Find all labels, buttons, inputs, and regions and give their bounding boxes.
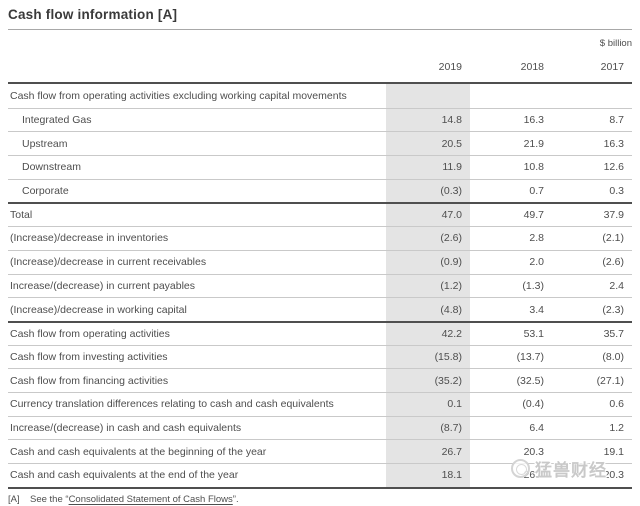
row-value-2019: 47.0 <box>441 209 462 222</box>
footnote: [A] See the “Consolidated Statement of C… <box>8 494 632 506</box>
year-header-2017: 2017 <box>600 60 624 73</box>
table-row: Currency translation differences relatin… <box>8 391 632 416</box>
footnote-suffix: ”. <box>232 493 239 505</box>
row-value-2017: 35.7 <box>603 327 624 340</box>
row-value-2019: 11.9 <box>442 161 462 174</box>
table-row: Cash flow from operating activities excl… <box>8 84 632 108</box>
table-row: Corporate (0.3) 0.7 0.3 <box>8 178 632 203</box>
table-row: Cash flow from operating activities 42.2 5… <box>8 320 632 345</box>
row-value-2019: 14.8 <box>441 114 462 127</box>
table-row: Cash flow from financing activities (35.2… <box>8 368 632 392</box>
row-value-2019: (8.7) <box>440 421 462 434</box>
row-value-2018: 2.8 <box>529 232 544 245</box>
row-label: (Increase)/decrease in working capital <box>10 303 187 316</box>
row-value-2017: (27.1) <box>596 374 624 387</box>
table-row: Cash flow from investing activities (15.8… <box>8 344 632 369</box>
table-body: Cash flow from operating activities excl… <box>8 84 632 487</box>
unit-label: $ billion <box>599 38 632 49</box>
row-value-2018: 16.3 <box>523 114 544 127</box>
row-label: Downstream <box>22 161 81 174</box>
row-label: (Increase)/decrease in current receivabl… <box>10 256 207 269</box>
table-row: Increase/(decrease) in current payables (… <box>8 273 632 298</box>
row-label: Cash flow from financing activities <box>10 374 169 387</box>
row-label: Corporate <box>22 185 69 198</box>
row-label: Cash flow from operating activities <box>10 327 170 340</box>
row-label: Integrated Gas <box>22 114 92 127</box>
footnote-prefix: See the “ <box>30 493 69 505</box>
row-value-2017: 12.6 <box>603 161 624 174</box>
footnote-marker: [A] <box>8 493 20 505</box>
row-label: Upstream <box>22 137 68 150</box>
cash-flow-table: Cash flow from operating activities excl… <box>8 82 632 489</box>
row-value-2017: 20.3 <box>603 469 624 482</box>
row-value-2017: 37.9 <box>603 209 624 222</box>
row-value-2017: (2.1) <box>602 232 624 245</box>
year-header-2018: 2018 <box>520 60 544 73</box>
footnote-text: See the “Consolidated Statement of Cash … <box>30 494 239 506</box>
table-row: (Increase)/decrease in working capital (4… <box>8 297 632 321</box>
row-value-2018: 53.1 <box>523 327 544 340</box>
row-value-2018: 20.3 <box>523 445 544 458</box>
row-value-2018: 26.7 <box>523 469 544 482</box>
row-value-2017: 2.4 <box>609 279 624 292</box>
table-row: Increase/(decrease) in cash and cash equ… <box>8 415 632 440</box>
row-value-2017: 16.3 <box>603 137 624 150</box>
row-value-2018: 21.9 <box>523 137 544 150</box>
year-header-row: 2019 2018 2017 <box>8 59 632 74</box>
row-label: Cash and cash equivalents at the end of … <box>10 469 239 482</box>
row-label: Cash flow from operating activities excl… <box>10 89 347 102</box>
row-value-2017: 0.6 <box>609 398 624 411</box>
row-value-2017: 19.1 <box>603 445 624 458</box>
table-row: Cash and cash equivalents at the beginni… <box>8 439 632 463</box>
row-value-2017: 0.3 <box>609 185 624 198</box>
row-label: Cash flow from investing activities <box>10 350 168 363</box>
row-value-2019: (2.6) <box>440 232 462 245</box>
row-value-2017: 8.7 <box>609 114 624 127</box>
title-divider <box>8 29 632 30</box>
row-value-2017: (2.3) <box>602 303 624 316</box>
row-label: Increase/(decrease) in cash and cash equ… <box>10 421 242 434</box>
row-value-2018: (1.3) <box>522 279 544 292</box>
row-label: Currency translation differences relatin… <box>10 398 334 411</box>
table-row: Downstream 11.9 10.8 12.6 <box>8 155 632 179</box>
row-label: Total <box>10 209 33 222</box>
table-row: (Increase)/decrease in current receivabl… <box>8 249 632 274</box>
row-value-2018: (0.4) <box>522 398 544 411</box>
row-label: (Increase)/decrease in inventories <box>10 232 169 245</box>
row-value-2018: (13.7) <box>516 350 544 363</box>
row-value-2019: (0.9) <box>440 256 462 269</box>
row-label: Increase/(decrease) in current payables <box>10 279 196 292</box>
table-row: Cash and cash equivalents at the end of … <box>8 463 632 487</box>
table-row: Integrated Gas 14.8 16.3 8.7 <box>8 107 632 132</box>
footnote-link[interactable]: Consolidated Statement of Cash Flows <box>68 493 233 505</box>
row-value-2019: (4.8) <box>440 303 462 316</box>
row-value-2019: 0.1 <box>447 398 462 411</box>
row-value-2019: 26.7 <box>441 445 462 458</box>
table-row: Upstream 20.5 21.9 16.3 <box>8 131 632 155</box>
row-value-2018: 2.0 <box>529 256 544 269</box>
row-label: Cash and cash equivalents at the beginni… <box>10 445 267 458</box>
row-value-2019: 20.5 <box>441 137 462 150</box>
row-value-2019: 18.1 <box>441 469 462 482</box>
table-row: Total 47.0 49.7 37.9 <box>8 202 632 226</box>
row-value-2019: (35.2) <box>434 374 462 387</box>
row-value-2017: (2.6) <box>602 256 624 269</box>
year-header-2019: 2019 <box>438 60 462 73</box>
row-value-2019: (0.3) <box>440 185 462 198</box>
row-value-2018: 0.7 <box>529 185 544 198</box>
row-value-2017: (8.0) <box>602 350 624 363</box>
row-value-2018: (32.5) <box>516 374 544 387</box>
row-value-2018: 6.4 <box>529 421 544 434</box>
table-row: (Increase)/decrease in inventories (2.6) 2… <box>8 226 632 250</box>
report-page: Cash flow information [A] $ billion 2019… <box>8 0 632 506</box>
row-value-2017: 1.2 <box>609 421 624 434</box>
row-value-2019: (1.2) <box>440 279 462 292</box>
row-value-2018: 49.7 <box>523 209 544 222</box>
row-value-2019: (15.8) <box>434 350 462 363</box>
row-value-2018: 3.4 <box>529 303 544 316</box>
highlight-band-2019 <box>386 84 470 487</box>
row-value-2019: 42.2 <box>441 327 462 340</box>
row-value-2018: 10.8 <box>523 161 544 174</box>
page-title: Cash flow information [A] <box>8 7 178 22</box>
